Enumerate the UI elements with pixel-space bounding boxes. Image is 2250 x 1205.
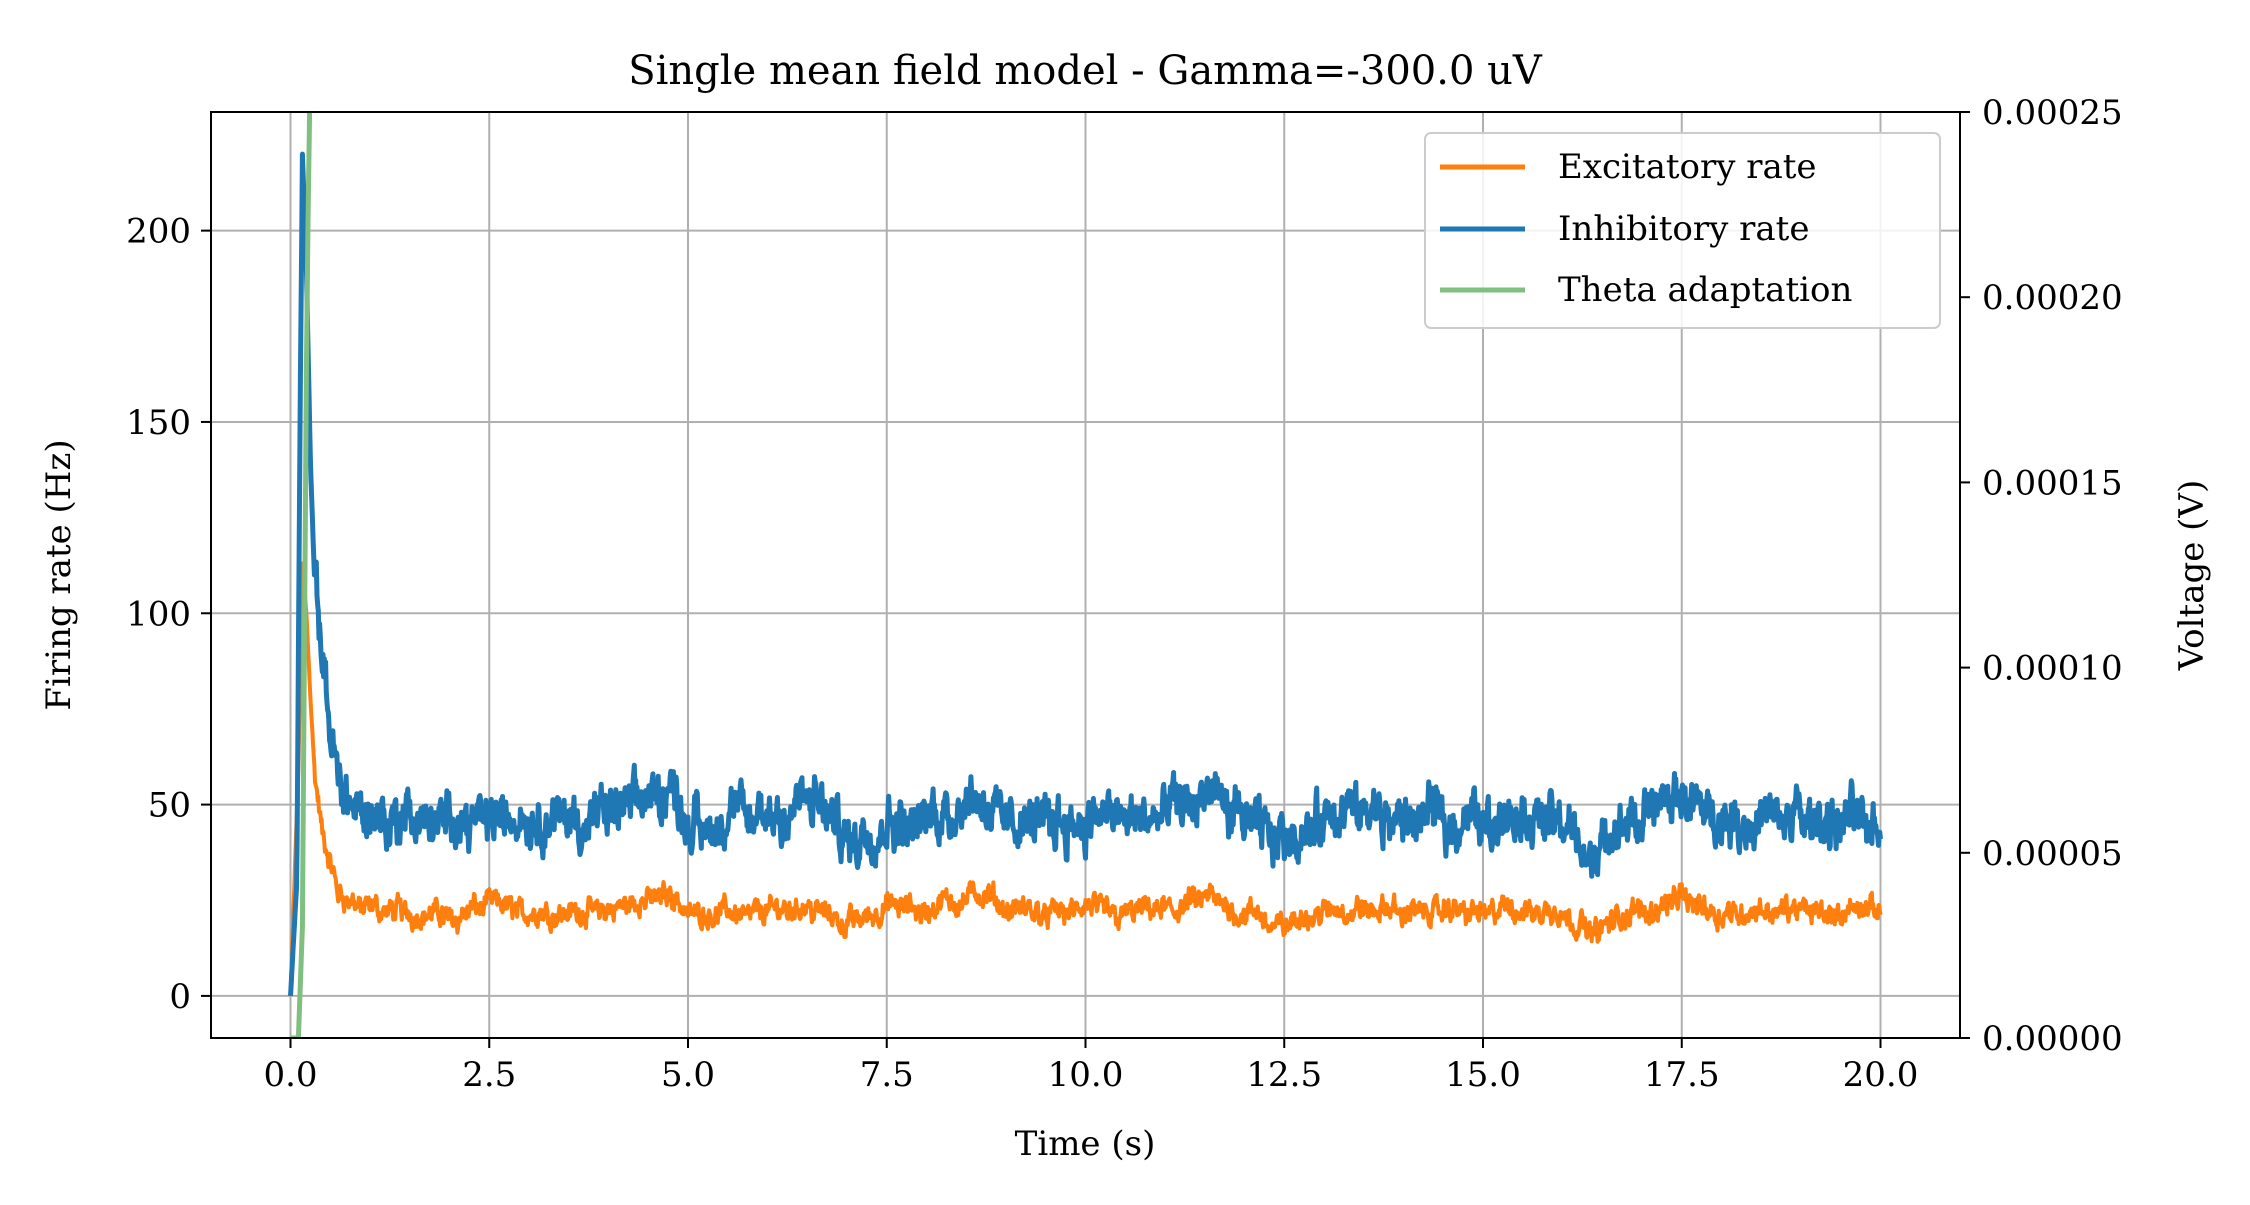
y2-tick-label: 0.00005 [1982,834,2123,874]
x-tick-label: 17.5 [1644,1055,1720,1095]
y-axis-ticks: 0 50 100 150 200 [126,212,211,1017]
x-tick-label: 10.0 [1048,1055,1124,1095]
y-axis-label: Firing rate (Hz) [39,439,79,710]
y-tick-label: 50 [148,786,191,826]
legend-label-inhibitory: Inhibitory rate [1558,209,1809,249]
y2-tick-label: 0.00025 [1982,93,2123,133]
legend: Excitatory rate Inhibitory rate Theta ad… [1424,132,1941,329]
y-tick-label: 150 [126,403,191,443]
x-tick-label: 15.0 [1445,1055,1521,1095]
y2-tick-label: 0.00010 [1982,649,2123,689]
y2-axis-ticks: 0.00000 0.00005 0.00010 0.00015 0.00020 0.000… [1960,93,2123,1059]
series-line-excitatory [288,561,1883,996]
y-tick-label: 100 [126,594,191,634]
x-axis-ticks: 0.0 2.5 5.0 7.5 10.0 12.5 15.0 17.5 20.0 [263,1038,1918,1095]
series-line-inhibitory [288,151,1883,997]
y-tick-label: 200 [126,212,191,252]
y2-tick-label: 0.00020 [1982,278,2123,318]
series-line-theta [290,112,313,1038]
x-tick-label: 12.5 [1246,1055,1322,1095]
y2-tick-label: 0.00015 [1982,463,2123,503]
x-axis-label: Time (s) [1015,1124,1156,1164]
y2-axis-label: Voltage (V) [2172,480,2212,672]
legend-label-excitatory: Excitatory rate [1558,147,1817,187]
series-lines [288,112,1883,1038]
chart-title: Single mean field model - Gamma=-300.0 u… [628,48,1543,94]
y2-tick-label: 0.00000 [1982,1019,2123,1059]
x-tick-label: 20.0 [1843,1055,1919,1095]
legend-label-theta: Theta adaptation [1558,270,1852,310]
y-tick-label: 0 [169,977,191,1017]
x-tick-label: 7.5 [860,1055,914,1095]
x-tick-label: 2.5 [462,1055,516,1095]
x-tick-label: 5.0 [661,1055,715,1095]
legend-box [1424,132,1941,329]
x-tick-label: 0.0 [263,1055,317,1095]
